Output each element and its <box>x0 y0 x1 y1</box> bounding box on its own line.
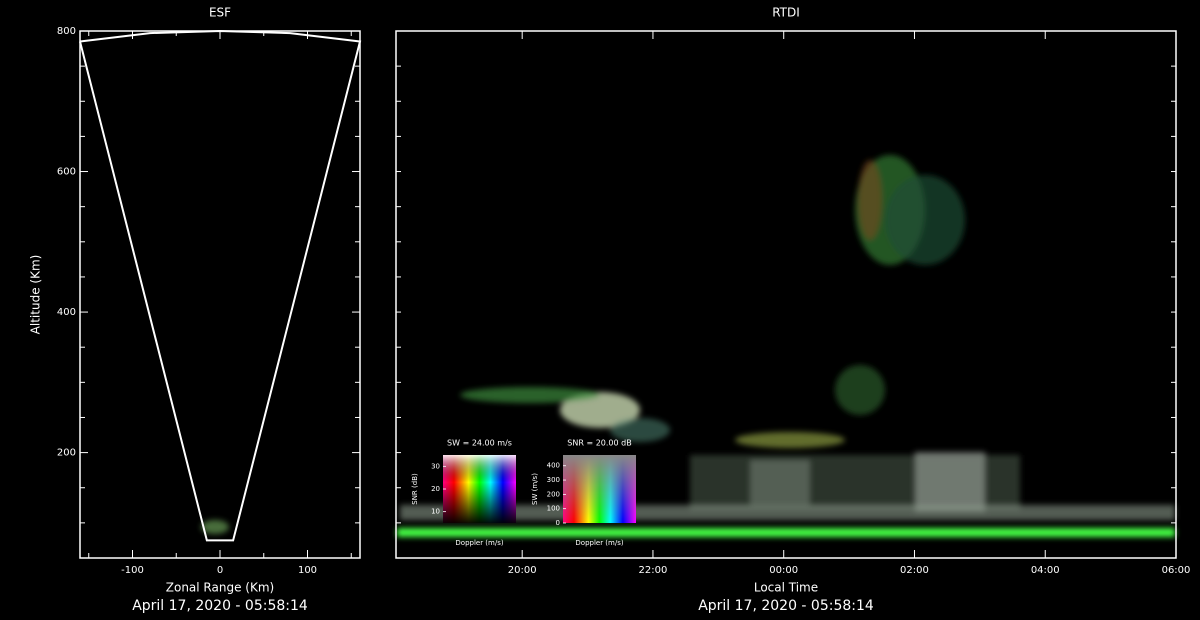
inset-ylabel: SNR (dB) <box>411 473 419 505</box>
fan-outline <box>79 29 362 542</box>
inset-title: SW = 24.00 m/s <box>447 439 512 448</box>
x-tick-label: 06:00 <box>1162 565 1191 576</box>
y-tick-label: 600 <box>57 167 76 178</box>
x-tick-label: 22:00 <box>639 565 668 576</box>
colorbar-shade <box>563 455 636 523</box>
colorbar-shade <box>443 455 516 523</box>
footer-timestamp: April 17, 2020 - 05:58:14 <box>132 598 308 614</box>
inset-ylabel: SW (m/s) <box>531 473 539 505</box>
x-axis-label: Zonal Range (Km) <box>166 581 274 595</box>
plot-frame <box>395 30 1177 559</box>
x-axis-label: Local Time <box>754 581 818 595</box>
x-tick-label: 20:00 <box>508 565 537 576</box>
panel-title: ESF <box>209 6 231 20</box>
inset-xlabel: Doppler (m/s) <box>575 539 623 547</box>
x-tick-label: -100 <box>121 565 144 576</box>
footer-timestamp: April 17, 2020 - 05:58:14 <box>698 598 874 614</box>
inset-tick-label: 300 <box>547 476 560 484</box>
x-tick-label: 02:00 <box>900 565 929 576</box>
inset-tick-label: 10 <box>431 508 440 516</box>
x-tick-label: 00:00 <box>769 565 798 576</box>
y-tick-label: 400 <box>57 307 76 318</box>
inset-tick-label: 200 <box>547 490 560 498</box>
inset-tick-label: 30 <box>431 462 440 470</box>
inset-tick-label: 20 <box>431 485 440 493</box>
y-tick-label: 800 <box>57 26 76 37</box>
x-tick-label: 0 <box>217 565 223 576</box>
y-tick-label: 200 <box>57 448 76 459</box>
inset-title: SNR = 20.00 dB <box>567 439 631 448</box>
y-axis-label: Altitude (Km) <box>29 255 43 335</box>
inset-tick-label: 100 <box>547 505 560 513</box>
x-tick-label: 04:00 <box>1031 565 1060 576</box>
x-tick-label: 100 <box>298 565 317 576</box>
radar-echoes <box>201 155 1175 537</box>
inset-tick-label: 0 <box>556 519 560 527</box>
inset-xlabel: Doppler (m/s) <box>455 539 503 547</box>
panel-title: RTDI <box>772 6 800 20</box>
inset-tick-label: 400 <box>547 462 560 470</box>
plot-frame <box>79 30 361 559</box>
